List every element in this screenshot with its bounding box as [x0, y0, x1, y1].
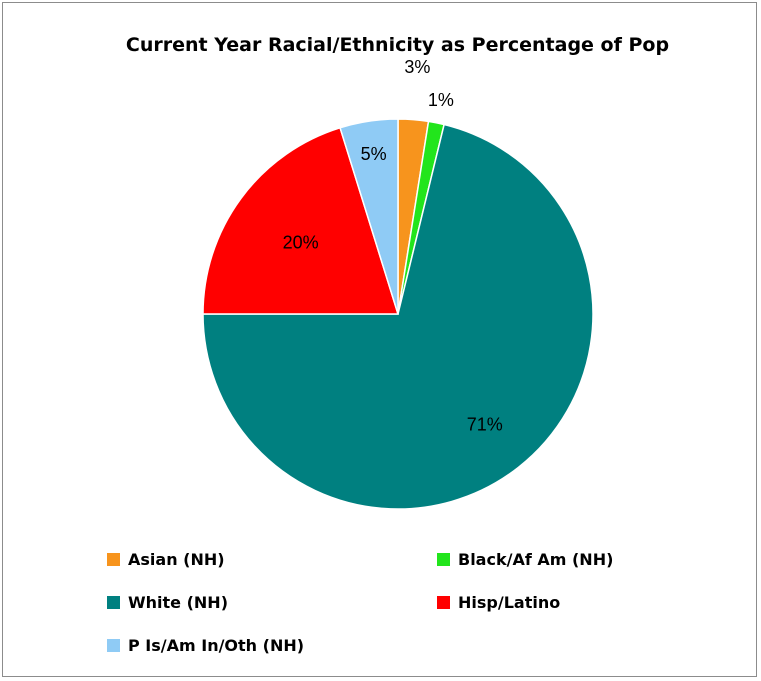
pie-slice-hispanic — [202, 126, 400, 315]
data-label-asian: 3% — [404, 57, 430, 77]
data-label-white: 71% — [467, 414, 503, 434]
data-label-hispanic: 20% — [283, 232, 319, 252]
chart-title: Current Year Racial/Ethnicity as Percent… — [125, 34, 670, 56]
pie-slice-pacific-islander — [339, 118, 399, 315]
data-label-black: 1% — [428, 90, 454, 110]
pie-slice-white — [202, 123, 594, 510]
data-label-pacific-islander: 5% — [361, 144, 387, 164]
